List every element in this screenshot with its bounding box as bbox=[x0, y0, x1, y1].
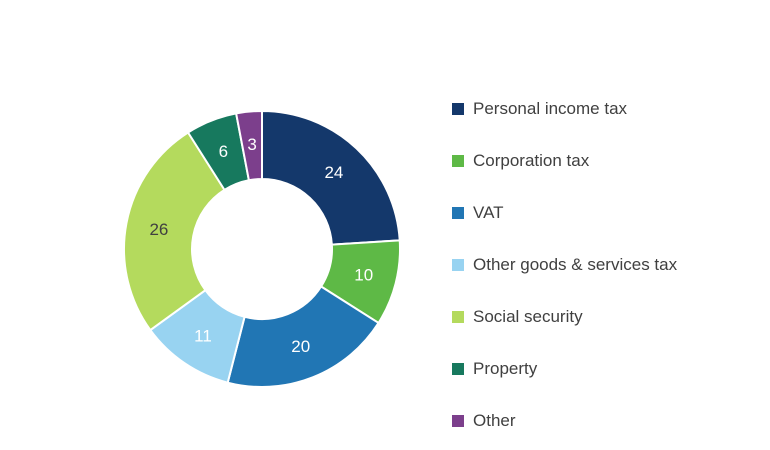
legend-item-other-goods-services-tax: Other goods & services tax bbox=[452, 254, 677, 276]
legend-item-corporation-tax: Corporation tax bbox=[452, 150, 677, 172]
legend-item-property: Property bbox=[452, 358, 677, 380]
legend-item-personal-income-tax: Personal income tax bbox=[452, 98, 677, 120]
legend-swatch bbox=[452, 415, 464, 427]
legend-swatch bbox=[452, 311, 464, 323]
slice-value-label: 3 bbox=[247, 135, 256, 154]
legend-swatch bbox=[452, 103, 464, 115]
legend-swatch bbox=[452, 363, 464, 375]
legend-swatch bbox=[452, 155, 464, 167]
slice-value-label: 11 bbox=[194, 326, 212, 345]
donut-segment-social-security bbox=[123, 131, 226, 332]
legend-label: Corporation tax bbox=[473, 151, 590, 170]
slice-value-label: 26 bbox=[149, 220, 168, 239]
donut-segment-other bbox=[235, 109, 263, 182]
legend-label: VAT bbox=[473, 203, 504, 222]
slice-value-label: 20 bbox=[291, 337, 310, 356]
legend-label: Social security bbox=[473, 307, 583, 326]
donut-segment-vat bbox=[226, 285, 380, 388]
legend-item-social-security: Social security bbox=[452, 306, 677, 328]
legend-swatch bbox=[452, 259, 464, 271]
legend-item-other: Other bbox=[452, 410, 677, 432]
legend-label: Personal income tax bbox=[473, 99, 628, 118]
legend-item-vat: VAT bbox=[452, 202, 677, 224]
legend-label: Property bbox=[473, 359, 538, 378]
legend-swatch bbox=[452, 207, 464, 219]
legend-label: Other bbox=[473, 411, 516, 430]
legend-label: Other goods & services tax bbox=[473, 255, 678, 274]
donut-segment-personal-income-tax bbox=[261, 110, 401, 246]
slice-value-label: 24 bbox=[324, 163, 343, 182]
slice-value-label: 6 bbox=[219, 142, 228, 161]
legend: Personal income tax Corporation tax VAT … bbox=[452, 98, 677, 432]
slice-value-label: 10 bbox=[354, 266, 373, 285]
